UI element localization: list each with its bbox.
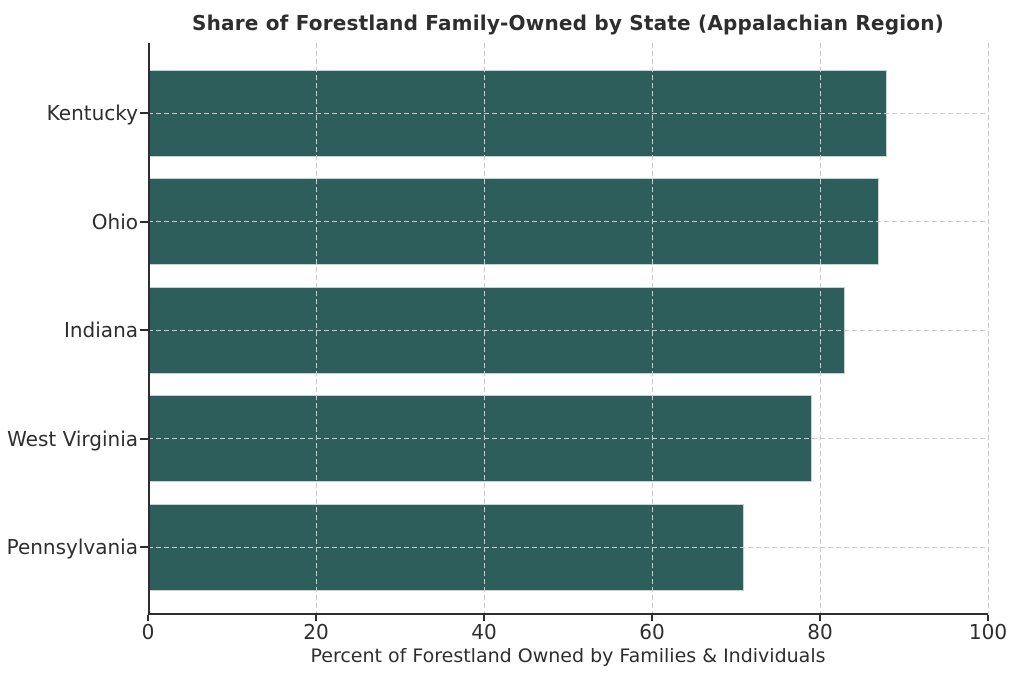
x-axis-label: Percent of Forestland Owned by Families … <box>310 645 826 667</box>
x-tick-label: 100 <box>968 620 1008 644</box>
x-axis-spine <box>148 613 988 615</box>
horizontal-gridline <box>148 112 988 114</box>
x-tick-label: 80 <box>807 620 833 644</box>
y-axis-spine <box>148 43 150 615</box>
x-tick-label: 40 <box>471 620 497 644</box>
x-tick-mark <box>987 615 989 621</box>
vertical-gridline <box>651 43 653 613</box>
y-tick-label: Kentucky <box>46 101 138 125</box>
horizontal-gridline <box>148 221 988 222</box>
x-tick-mark <box>315 615 317 621</box>
y-tick-mark <box>140 329 148 331</box>
x-tick-mark <box>483 615 485 621</box>
x-tick-label: 0 <box>141 620 155 644</box>
vertical-gridline <box>483 43 485 613</box>
chart-title: Share of Forestland Family-Owned by Stat… <box>192 11 944 35</box>
y-tick-mark <box>140 437 148 440</box>
vertical-gridline <box>315 43 317 613</box>
x-tick-mark <box>819 615 821 621</box>
x-tick-label: 60 <box>639 620 665 644</box>
horizontal-gridline <box>148 546 988 548</box>
y-tick-label: Ohio <box>91 209 138 234</box>
y-tick-label: Indiana <box>63 318 138 342</box>
plot-area <box>140 43 989 621</box>
y-tick-mark <box>140 220 148 223</box>
y-tick-mark <box>140 546 148 548</box>
horizontal-gridline <box>148 329 988 331</box>
vertical-gridline <box>819 43 821 613</box>
horizontal-gridline <box>148 438 988 439</box>
x-tick-mark <box>147 615 149 621</box>
y-tick-mark <box>140 112 148 114</box>
vertical-gridline <box>987 43 989 613</box>
x-tick-label: 20 <box>303 620 329 644</box>
y-tick-label: West Virginia <box>7 426 138 451</box>
y-tick-label: Pennsylvania <box>6 535 138 559</box>
x-tick-mark <box>651 615 653 621</box>
